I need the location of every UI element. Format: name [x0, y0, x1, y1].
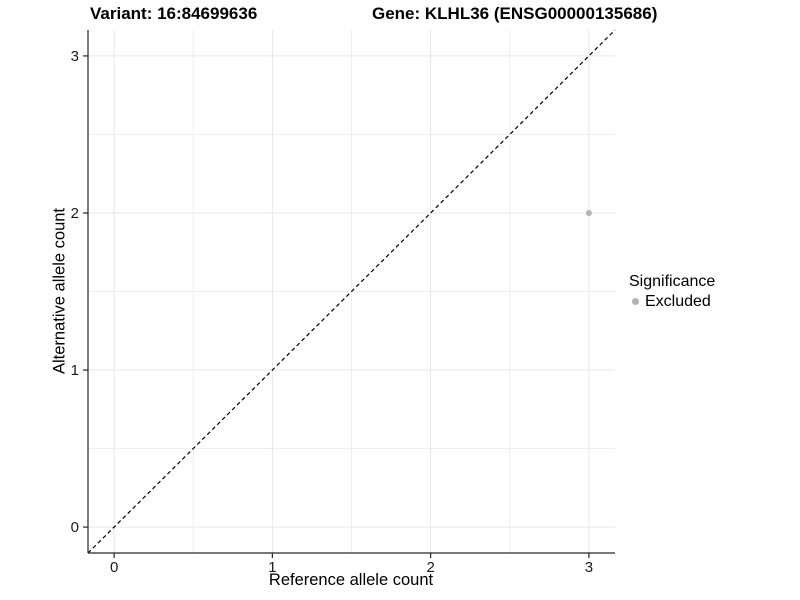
y-tick-label: 1: [71, 362, 79, 379]
variant-title: Variant: 16:84699636: [90, 4, 258, 23]
x-tick-label: 0: [110, 559, 118, 576]
gene-title: Gene: KLHL36 (ENSG00000135686): [372, 4, 658, 23]
legend-point-icon: [632, 298, 639, 305]
y-axis-title: Alternative allele count: [50, 207, 69, 375]
legend-title: Significance: [629, 273, 716, 290]
x-tick-label: 3: [585, 559, 593, 576]
data-point: [585, 209, 592, 216]
y-tick-label: 0: [71, 519, 79, 536]
y-tick-label: 2: [71, 205, 79, 222]
legend-item-label: Excluded: [645, 293, 711, 310]
y-tick-label: 3: [71, 48, 79, 65]
legend-item: Excluded: [629, 292, 715, 311]
identity-line: [87, 29, 616, 554]
x-tick-label: 1: [268, 559, 276, 576]
x-axis-title: Reference allele count: [268, 571, 434, 589]
legend: Significance Excluded: [629, 272, 715, 311]
x-tick-label: 2: [426, 559, 434, 576]
plot-panel: 0 1 2 3 0 1 2 3: [71, 29, 616, 576]
